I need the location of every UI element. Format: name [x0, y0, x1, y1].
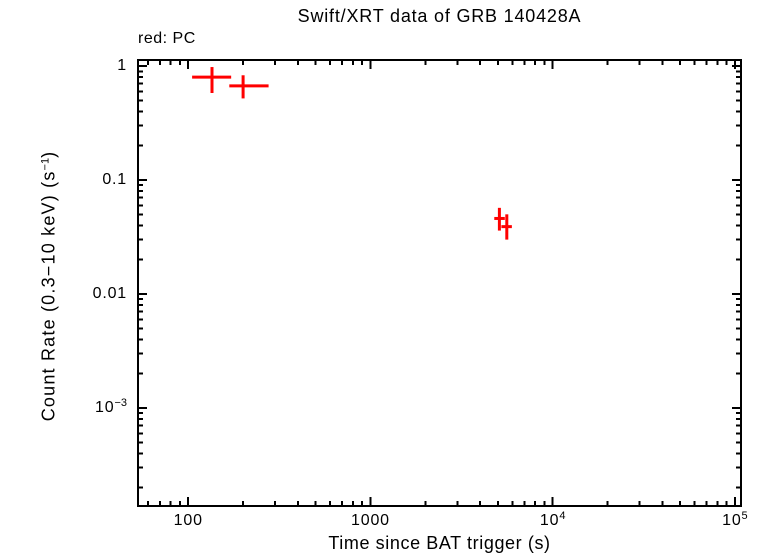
y-tick-label: 10−3: [95, 396, 127, 416]
x-tick-label: 1000: [351, 512, 390, 529]
y-axis-label-text: Count Rate (0.3−10 keV) (s: [38, 170, 59, 422]
tick-exponent: 5: [741, 510, 748, 522]
x-axis-ticks: [146, 60, 736, 506]
y-tick-label: 1: [117, 57, 127, 75]
y-axis-label-text: ): [38, 150, 59, 158]
y-tick-label: 0.01: [92, 284, 127, 302]
axes-frame: [137, 59, 742, 507]
y-tick-label: 0.1: [102, 171, 127, 189]
chart-title: Swift/XRT data of GRB 140428A: [297, 6, 582, 26]
series-pc: [192, 67, 512, 240]
tick-exponent: 4: [559, 510, 566, 522]
tick-exponent: −3: [114, 396, 127, 409]
x-tick-label: 105: [722, 510, 748, 529]
x-tick-label: 100: [173, 512, 203, 529]
y-axis-ticks: [138, 65, 741, 489]
y-axis-label: Count Rate (0.3−10 keV) (s−1): [39, 151, 60, 422]
y-axis-label-exponent: −1: [39, 157, 52, 171]
x-axis-label: Time since BAT trigger (s): [328, 533, 551, 553]
x-tick-label: 104: [539, 510, 566, 529]
mode-legend: red: PC: [138, 30, 196, 47]
